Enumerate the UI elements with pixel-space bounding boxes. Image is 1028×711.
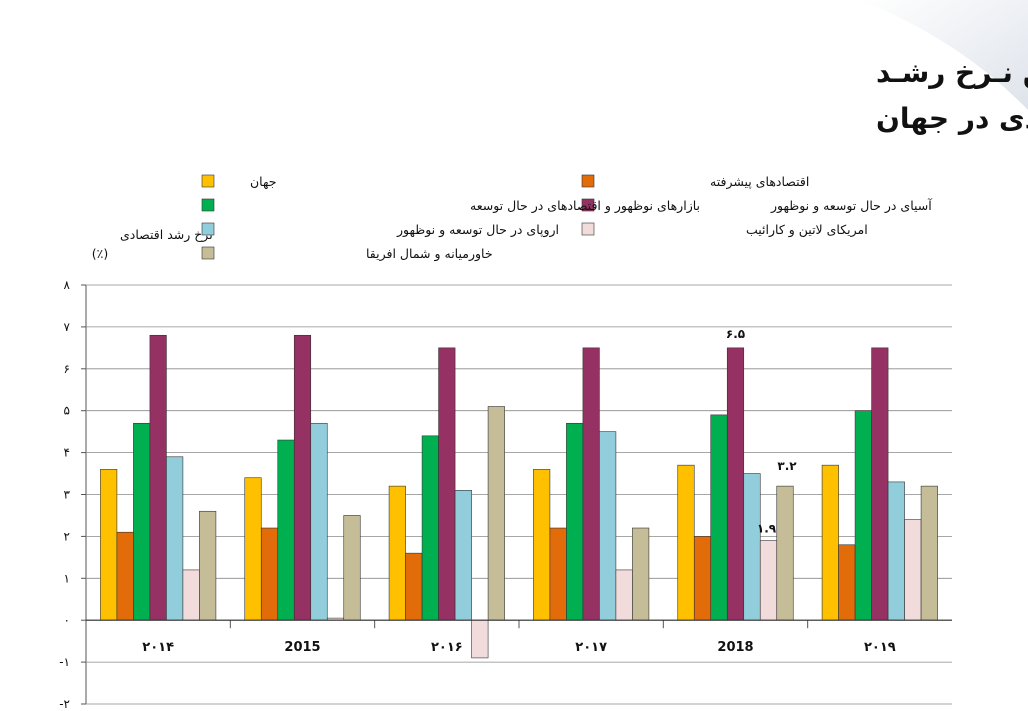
bar-1-cat-1	[100, 469, 118, 621]
bar-6-cat-4	[615, 569, 633, 621]
bar-3-cat-1	[133, 422, 151, 621]
bar-7-cat-6	[920, 485, 938, 621]
y-tick-label: ۰	[64, 613, 70, 627]
data-label: ۶.۵	[726, 327, 745, 341]
bar-7-cat-3	[487, 406, 505, 621]
y-tick-label: ۷	[64, 320, 71, 334]
bar-5-cat-3	[454, 490, 472, 621]
bar-5-cat-6	[887, 481, 905, 621]
bar-4-cat-1	[149, 334, 167, 621]
x-category-label: 2018	[717, 640, 753, 655]
y-tick-label: ۲	[64, 529, 70, 543]
bar-2-cat-3	[405, 552, 423, 621]
bar-6-cat-1	[182, 569, 200, 621]
data-label: ۱.۹	[757, 522, 777, 536]
data-label: ۳.۲	[777, 459, 797, 473]
bar-2-cat-5	[693, 536, 712, 621]
bar-1-cat-2	[244, 477, 262, 621]
x-category-label: ۲۰۱۷	[575, 640, 607, 655]
bar-5-cat-1	[166, 456, 184, 621]
bar-5-cat-2	[310, 422, 328, 621]
y-tick-label: ۳	[64, 488, 71, 502]
y-tick-label: ۶	[64, 362, 70, 376]
legend-swatch	[201, 222, 215, 236]
legend-label: آسیای در حال توسعه و نوظهور	[770, 198, 932, 214]
bar-7-cat-4	[632, 527, 650, 621]
bar-4-cat-4	[582, 347, 600, 621]
legend-label: جهان	[250, 174, 276, 190]
bar-3-cat-3	[421, 435, 439, 621]
bar-2-cat-1	[116, 531, 134, 621]
bar-2-cat-4	[549, 527, 567, 621]
legend-swatch	[201, 198, 215, 212]
bar-3-cat-2	[277, 439, 295, 621]
legend: اقتصادهای پیشرفته جهان آسیای در حال توسعه …	[201, 174, 932, 262]
plot-area: -۲ -۱ ۰ ۱ ۲ ۳ ۴ ۵ ۶ ۷ ۸ ۲۰۱۴ 2015 ۲۰۱۶ ۲۰۱۷ 2018 ۲۰۱۹ ۶.۵…	[59, 278, 952, 711]
bar-6-cat-3	[471, 619, 489, 659]
y-tick-label: ۸	[64, 278, 71, 292]
bar-2-cat-6	[838, 544, 856, 621]
bar-1-cat-3	[388, 485, 406, 621]
bar-5-cat-5	[743, 473, 761, 621]
bar-3-cat-5	[710, 414, 728, 621]
bar-7-cat-2	[343, 515, 361, 621]
legend-swatch	[581, 222, 595, 236]
bar-3-cat-4	[566, 422, 584, 621]
x-category-label: ۲۰۱۴	[142, 640, 174, 655]
bar-1-cat-4	[533, 469, 551, 621]
legend-swatch	[201, 246, 215, 260]
y-axis-label-line-1: نرخ رشد اقتصادی	[120, 227, 213, 243]
bar-7-cat-1	[199, 510, 217, 621]
chart-title-line-2: اقتصادی در جهان	[876, 102, 1028, 135]
legend-label: خاورمیانه و شمال افریقا	[366, 246, 493, 262]
bar-7-cat-5	[776, 485, 794, 621]
legend-swatch	[201, 174, 215, 188]
y-tick-label: -۱	[59, 655, 70, 669]
bar-6-cat-6	[904, 519, 922, 621]
legend-swatch	[581, 198, 595, 212]
bar-5-cat-4	[599, 431, 617, 621]
x-category-label: 2015	[284, 640, 320, 655]
bar-4-cat-5	[726, 347, 745, 621]
bar-3-cat-6	[854, 410, 872, 621]
legend-label: بازارهای نوظهور و اقتصادهای در حال توسعه	[470, 198, 700, 214]
legend-swatch	[581, 174, 595, 188]
legend-label: امریکای لاتین و کارائیب	[746, 222, 868, 238]
x-category-label: ۲۰۱۶	[431, 640, 463, 655]
legend-label: اقتصادهای پیشرفته	[710, 174, 809, 190]
chart-title-line-1: آسیای در حال توسعه و نوظهور پیشرو در کسـ…	[876, 55, 1028, 89]
y-axis-label-line-2: (٪)	[92, 246, 108, 261]
bar-2-cat-2	[260, 527, 279, 621]
corner-decoration	[860, 0, 1028, 110]
bar-4-cat-6	[871, 347, 889, 621]
y-tick-label: ۵	[64, 404, 70, 418]
y-tick-label: ۱	[64, 571, 70, 585]
bar-1-cat-6	[821, 464, 839, 621]
bar-1-cat-5	[677, 464, 695, 621]
bar-6-cat-5	[759, 540, 778, 621]
y-tick-label: ۴	[64, 446, 70, 460]
x-category-label: ۲۰۱۹	[864, 640, 896, 655]
legend-label: اروپای در حال توسعه و نوظهور	[396, 222, 559, 238]
bar-4-cat-3	[438, 347, 456, 621]
bar-4-cat-2	[293, 334, 312, 621]
y-tick-label: -۲	[59, 697, 70, 711]
